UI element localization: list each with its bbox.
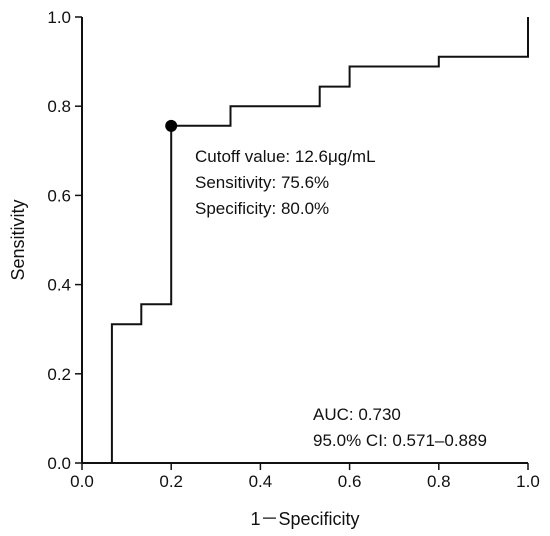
y-tick-label: 0.2 [47, 365, 71, 384]
x-tick-label: 0.2 [159, 472, 183, 491]
series-layer [110, 17, 529, 463]
y-ticks: 0.0 0.2 0.4 0.6 0.8 1.0 [47, 8, 82, 473]
y-axis-label: Sensitivity [8, 199, 28, 280]
x-tick-label: 0.6 [338, 472, 362, 491]
y-tick-label: 1.0 [47, 8, 71, 27]
y-tick-label: 0.8 [47, 97, 71, 116]
x-tick-label: 0.0 [70, 472, 94, 491]
cutoff-point [165, 119, 178, 132]
cutoff-specificity-text: Specificity: 80.0% [195, 199, 329, 218]
auc-ci-text: 95.0% CI: 0.571–0.889 [313, 431, 487, 450]
x-tick-label: 1.0 [516, 472, 540, 491]
x-axis-label: 1－Specificity [250, 509, 359, 529]
x-tick-label: 0.4 [249, 472, 273, 491]
axes [81, 17, 528, 464]
marker-layer [165, 119, 178, 132]
y-tick-label: 0.4 [47, 276, 71, 295]
cutoff-value-text: Cutoff value: 12.6μg/mL [195, 147, 376, 166]
x-ticks: 0.0 0.2 0.4 0.6 0.8 1.0 [70, 463, 540, 491]
y-tick-label: 0.6 [47, 186, 71, 205]
roc-curve [110, 17, 529, 463]
cutoff-sensitivity-text: Sensitivity: 75.6% [195, 173, 329, 192]
x-tick-label: 0.8 [427, 472, 451, 491]
cutoff-annotation: Cutoff value: 12.6μg/mL Sensitivity: 75.… [195, 147, 376, 218]
auc-annotation: AUC: 0.730 95.0% CI: 0.571–0.889 [313, 405, 487, 450]
y-tick-label: 0.0 [47, 454, 71, 473]
auc-text: AUC: 0.730 [313, 405, 401, 424]
